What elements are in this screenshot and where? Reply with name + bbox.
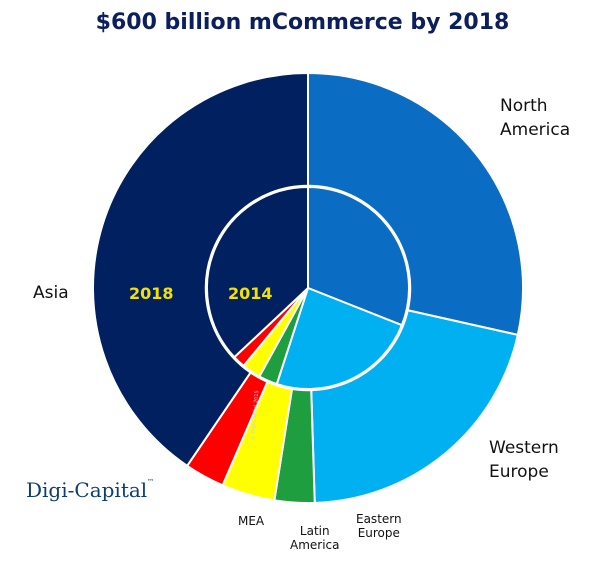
label-year-2018: 2018 [129, 284, 174, 303]
label-mea: MEA [238, 514, 265, 528]
label-eastern-europe: Eastern Europe [356, 512, 402, 540]
inner-ring-2014 [206, 185, 410, 390]
slice-2014-asia [206, 185, 309, 359]
label-western-europe: Western Europe [489, 438, 559, 482]
label-latin-america: Latin America [290, 524, 340, 552]
slice-2014-western-europe [275, 286, 404, 390]
slice-2014-north-america [307, 185, 410, 327]
label-asia: Asia [33, 283, 69, 303]
digi-capital-logo: Digi-Capital™ [26, 478, 155, 502]
slice-2018-asia [92, 71, 309, 468]
label-north-america: North America [500, 96, 571, 140]
chart-title: $600 billion mCommerce by 2018 [95, 10, 510, 35]
label-year-2014: 2014 [228, 284, 273, 303]
